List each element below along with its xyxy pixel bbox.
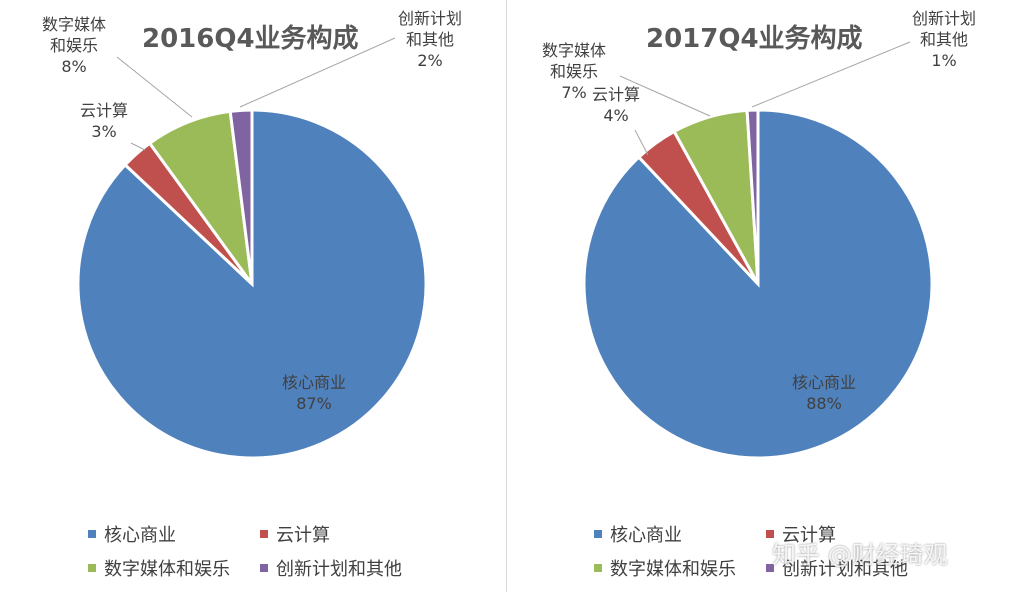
legend-label: 核心商业 [610,525,682,546]
legend-swatch [594,564,602,572]
legend-item: 核心商业 [88,521,176,547]
legend-swatch [766,564,774,572]
pie-chart-2016 [76,37,428,460]
legend-label: 创新计划和其他 [782,559,908,580]
pie-slice-innovation [228,108,254,285]
legend-label: 数字媒体和娱乐 [104,559,230,580]
pie-chart-2017 [582,41,934,460]
legend-label: 云计算 [782,525,836,546]
legend-label: 核心商业 [104,525,176,546]
pie-slice-innovation [745,108,760,285]
data-label-innovation: 创新计划 和其他 2% [398,9,463,70]
leader-line-innovation [751,41,911,108]
legend-item: 数字媒体和娱乐 [88,555,230,581]
legend-swatch [260,564,268,572]
legend: 核心商业 云计算 数字媒体和娱乐 创新计划和其他 [88,515,488,585]
legend-item: 核心商业 [594,521,682,547]
legend-swatch [88,530,96,538]
legend-swatch [594,530,602,538]
data-label-cloud: 云计算 4% [592,85,641,125]
legend-swatch [766,530,774,538]
chart-panel-2016: 2016Q4业务构成 核心商业 87% 云计算 3% 数字媒体 和娱乐 8% 创… [42,9,488,585]
data-label-digital-media: 数字媒体 和娱乐 7% [542,41,607,102]
leader-line-cloud [130,142,146,151]
legend-item: 数字媒体和娱乐 [594,555,736,581]
data-label-core-commerce: 核心商业 87% [282,373,347,413]
chart-title: 2017Q4业务构成 [646,24,863,54]
legend: 核心商业 云计算 数字媒体和娱乐 创新计划和其他 [594,515,994,585]
leader-line-cloud [634,129,649,156]
legend-label: 创新计划和其他 [276,559,402,580]
data-label-core-commerce: 核心商业 88% [792,373,857,413]
panel-divider [506,0,507,592]
legend-label: 云计算 [276,525,330,546]
watermark: 知乎 @财经琦观 [772,541,948,569]
legend-item: 云计算 [766,521,836,547]
legend-label: 数字媒体和娱乐 [610,559,736,580]
legend-swatch [88,564,96,572]
leader-line-digital-media [116,56,193,118]
legend-swatch [260,530,268,538]
legend-item: 云计算 [260,521,330,547]
legend-item: 创新计划和其他 [766,555,908,581]
chart-panel-2017: 2017Q4业务构成 核心商业 88% 云计算 4% 数字媒体 和娱乐 7% 创… [506,0,1012,592]
data-label-innovation: 创新计划 和其他 1% [912,9,977,70]
leader-line-digital-media [619,75,711,117]
leader-line-innovation [239,37,396,108]
data-label-cloud: 云计算 3% [80,101,129,141]
legend-item: 创新计划和其他 [260,555,402,581]
chart-title: 2016Q4业务构成 [142,24,359,54]
data-label-digital-media: 数字媒体 和娱乐 8% [42,15,107,76]
